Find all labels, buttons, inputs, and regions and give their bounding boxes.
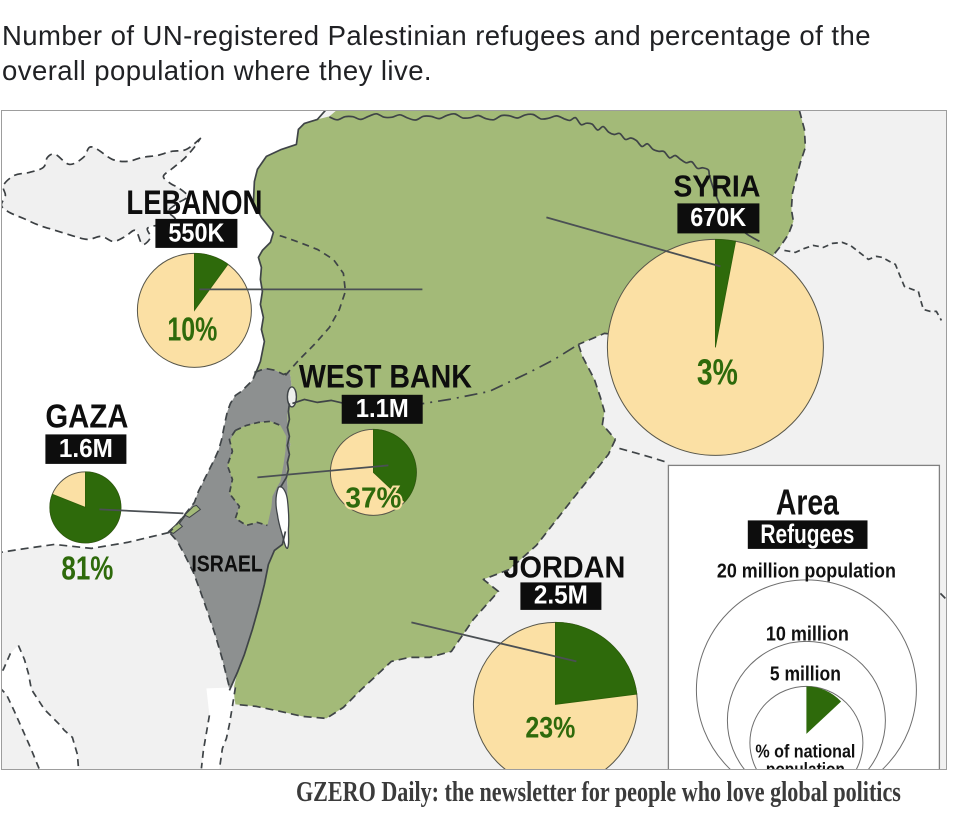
svg-text:population: population bbox=[766, 759, 845, 769]
svg-text:JORDAN: JORDAN bbox=[503, 549, 625, 584]
svg-text:ISRAEL: ISRAEL bbox=[191, 550, 263, 576]
svg-text:37%: 37% bbox=[345, 482, 401, 514]
svg-text:1.6M: 1.6M bbox=[59, 433, 113, 463]
svg-text:23%: 23% bbox=[525, 711, 575, 744]
svg-text:SYRIA: SYRIA bbox=[673, 168, 760, 203]
svg-text:10 million: 10 million bbox=[766, 623, 849, 645]
svg-text:670K: 670K bbox=[690, 202, 746, 232]
svg-text:1.1M: 1.1M bbox=[356, 393, 409, 423]
svg-text:2.5M: 2.5M bbox=[534, 579, 588, 609]
svg-text:5 million: 5 million bbox=[770, 663, 841, 685]
svg-text:Refugees: Refugees bbox=[760, 519, 854, 549]
svg-text:81%: 81% bbox=[61, 549, 113, 586]
svg-text:GAZA: GAZA bbox=[45, 397, 128, 434]
svg-text:3%: 3% bbox=[697, 351, 738, 392]
svg-text:Area: Area bbox=[776, 481, 840, 522]
svg-text:LEBANON: LEBANON bbox=[126, 184, 262, 222]
svg-text:550K: 550K bbox=[168, 217, 224, 247]
svg-text:% of national: % of national bbox=[755, 741, 855, 761]
svg-text:10%: 10% bbox=[167, 310, 217, 347]
svg-text:WEST BANK: WEST BANK bbox=[299, 358, 472, 394]
svg-text:20 million population: 20 million population bbox=[717, 560, 896, 582]
